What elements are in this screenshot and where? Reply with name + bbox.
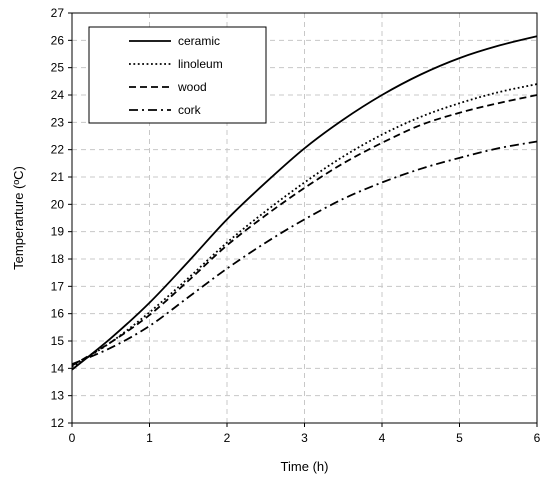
series-line-linoleum [71,83,538,368]
y-tick-label: 19 [51,225,65,239]
legend-label-linoleum: linoleum [178,57,223,71]
x-tick-label: 2 [224,431,231,445]
y-tick-label: 14 [51,361,65,375]
series-line-wood [71,94,538,367]
legend-label-wood: wood [177,80,207,94]
legend-label-cork: cork [178,103,202,117]
y-tick-label: 23 [51,115,65,129]
legend-box [88,26,267,124]
y-axis-title: Temperarture (ºC) [11,166,26,270]
y-tick-label: 13 [51,389,65,403]
grid [72,13,537,423]
x-tick-label: 1 [146,431,153,445]
y-tick-label: 16 [51,307,65,321]
x-tick-label: 3 [301,431,308,445]
series-line-ceramic [71,35,538,371]
y-tick-label: 26 [51,33,65,47]
y-tick-label: 24 [51,88,65,102]
x-tick-label: 0 [69,431,76,445]
y-tick-label: 21 [51,170,65,184]
series-line-cork [71,140,538,366]
y-tick-label: 22 [51,143,65,157]
y-tick-label: 18 [51,252,65,266]
y-tick-label: 27 [51,6,65,20]
y-tick-label: 12 [51,416,65,430]
x-tick-label: 6 [534,431,541,445]
y-tick-label: 25 [51,61,65,75]
y-tick-label: 15 [51,334,65,348]
x-axis-title: Time (h) [281,459,329,474]
legend: ceramic linoleum wood cork [88,26,267,124]
y-tick-label: 17 [51,279,65,293]
x-tick-label: 4 [379,431,386,445]
x-tick-label: 5 [456,431,463,445]
legend-label-ceramic: ceramic [178,34,220,48]
series-lines [71,35,538,371]
y-tick-label: 20 [51,197,65,211]
